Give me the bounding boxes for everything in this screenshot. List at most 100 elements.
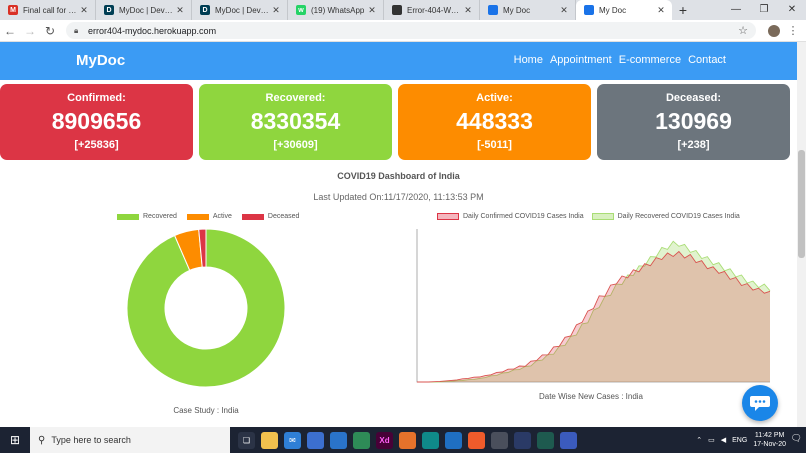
site-nav-links: Home Appointment E-commerce Contact: [514, 54, 726, 66]
devpost-icon: D: [104, 5, 114, 15]
github-icon: [392, 5, 402, 15]
edge-browser-icon[interactable]: [422, 431, 439, 449]
series-line-confirmed[interactable]: [417, 250, 771, 383]
bookmark-star-icon[interactable]: ☆: [738, 25, 748, 37]
donut-caption: Case Study : India: [173, 406, 239, 415]
tab-close-icon[interactable]: ✕: [368, 4, 376, 15]
new-tab-button[interactable]: +: [678, 2, 688, 18]
browser-tab[interactable]: D MyDoc | Devpost ✕: [96, 0, 192, 20]
legend-item-recovered[interactable]: Recovered: [117, 213, 177, 220]
donut-slice-deceased[interactable]: [198, 228, 207, 268]
nav-contact-link[interactable]: Contact: [688, 54, 726, 66]
network-icon[interactable]: ▭: [708, 437, 715, 444]
series-line-recovered[interactable]: [417, 240, 771, 383]
security-shield-icon[interactable]: [330, 431, 347, 449]
tab-close-icon[interactable]: ✕: [657, 4, 665, 15]
legend-swatch: [186, 213, 209, 220]
profile-avatar[interactable]: [768, 24, 780, 37]
taskbar-apps: ❏ ✉ Xd: [238, 431, 577, 449]
case-study-donut-chart[interactable]: [126, 228, 286, 388]
site-brand[interactable]: MyDoc: [76, 52, 126, 69]
forward-button[interactable]: →: [24, 23, 36, 38]
legend-item-confirmed[interactable]: Daily Confirmed COVID19 Cases India: [437, 213, 584, 220]
scrollbar-thumb[interactable]: [798, 150, 805, 258]
donut-legend: Recovered Active Deceased: [117, 213, 299, 220]
nav-appointment-link[interactable]: Appointment: [549, 54, 612, 66]
word-icon[interactable]: [560, 431, 577, 449]
whatsapp-icon: w: [296, 5, 306, 15]
close-window-button[interactable]: ✕: [787, 4, 797, 15]
tab-title: MyDoc | Devpost: [215, 5, 271, 15]
globe-icon: [584, 5, 594, 15]
confirmed-card: Confirmed: 8909656 [+25836]: [0, 84, 193, 160]
tab-title: My Doc: [503, 5, 531, 15]
notification-center-icon[interactable]: 🗨︎: [790, 433, 802, 443]
tab-close-icon[interactable]: ✕: [80, 4, 88, 15]
volume-icon[interactable]: ◀: [720, 437, 727, 444]
notepad-icon[interactable]: [353, 431, 370, 449]
address-bar-row: ← → ↻ 🔒︎ error404-mydoc.herokuapp.com ☆ …: [0, 20, 806, 42]
window-controls: — ❐ ✕: [722, 0, 806, 20]
browser-tab[interactable]: Error-404-Webathon✕: [384, 0, 480, 20]
reload-button[interactable]: ↻: [44, 23, 56, 38]
chat-button[interactable]: [742, 385, 778, 421]
minimize-button[interactable]: —: [731, 4, 741, 15]
photos-icon[interactable]: [307, 431, 324, 449]
vscode-icon[interactable]: [445, 431, 462, 449]
globe-icon: [488, 5, 498, 15]
card-value: 8909656: [51, 108, 142, 134]
language-indicator[interactable]: ENG: [732, 436, 748, 444]
card-value: 130969: [655, 108, 732, 134]
legend-swatch: [241, 213, 264, 220]
card-label: Recovered:: [265, 92, 326, 104]
legend-label: Deceased: [267, 213, 300, 220]
url-text: error404-mydoc.herokuapp.com: [88, 25, 217, 36]
last-updated-text: Last Updated On:11/17/2020, 11:13:53 PM: [313, 192, 484, 202]
browser-tab[interactable]: My Doc ✕: [480, 0, 576, 20]
page-scrollbar[interactable]: [797, 42, 806, 427]
task-view-icon[interactable]: ❏: [238, 431, 255, 449]
file-explorer-icon[interactable]: [261, 431, 278, 449]
postman-icon[interactable]: [468, 431, 485, 449]
back-button[interactable]: ←: [4, 23, 16, 38]
browser-menu-button[interactable]: ⋮: [787, 25, 799, 37]
url-field[interactable]: 🔒︎ error404-mydoc.herokuapp.com ☆: [66, 22, 756, 39]
card-label: Active:: [476, 92, 513, 104]
browser-tab[interactable]: D MyDoc | Devpost ✕: [192, 0, 288, 20]
tab-close-icon[interactable]: ✕: [560, 4, 568, 15]
lock-icon: 🔒︎: [74, 25, 79, 35]
tab-title: MyDoc | Devpost: [119, 5, 175, 15]
line-chart-legend: Daily Confirmed COVID19 Cases India Dail…: [437, 213, 740, 220]
taskbar-search[interactable]: ⚲ Type here to search: [30, 427, 230, 453]
daily-cases-area-chart[interactable]: [410, 225, 778, 388]
tab-close-icon[interactable]: ✕: [176, 4, 184, 15]
donut-slice-recovered[interactable]: [126, 228, 286, 388]
clock[interactable]: 11:42 PM 17-Nov-20: [753, 431, 786, 449]
legend-item-recovered-daily[interactable]: Daily Recovered COVID19 Cases India: [591, 213, 740, 220]
legend-label: Daily Confirmed COVID19 Cases India: [463, 213, 584, 220]
clock-time: 11:42 PM: [754, 432, 785, 439]
card-label: Confirmed:: [67, 92, 126, 104]
tab-close-icon[interactable]: ✕: [272, 4, 280, 15]
legend-item-active[interactable]: Active: [186, 213, 232, 220]
maximize-button[interactable]: ❐: [759, 4, 769, 15]
windows-start-icon[interactable]: ⊞: [9, 433, 21, 447]
legend-item-deceased[interactable]: Deceased: [241, 213, 300, 220]
package-icon[interactable]: [399, 431, 416, 449]
tray-chevron-icon[interactable]: ⌃: [696, 437, 703, 444]
nav-home-link[interactable]: Home: [513, 54, 543, 66]
adobe-xd-icon[interactable]: Xd: [376, 431, 393, 449]
terminal-icon[interactable]: [537, 431, 554, 449]
taskbar-search-placeholder: Type here to search: [51, 435, 131, 445]
browser-tab[interactable]: M Final call for submi✕: [0, 0, 96, 20]
search-icon: ⚲: [38, 434, 46, 446]
browser-tab[interactable]: w (19) WhatsApp ✕: [288, 0, 384, 20]
mail-icon[interactable]: ✉: [284, 431, 301, 449]
nav-ecommerce-link[interactable]: E-commerce: [618, 54, 682, 66]
app-icon[interactable]: [514, 431, 531, 449]
tab-close-icon[interactable]: ✕: [464, 4, 472, 15]
legend-swatch: [591, 213, 614, 220]
browser-tab[interactable]: My Doc ✕: [576, 0, 672, 20]
tab-title: My Doc: [599, 5, 627, 15]
chrome-icon[interactable]: [491, 431, 508, 449]
